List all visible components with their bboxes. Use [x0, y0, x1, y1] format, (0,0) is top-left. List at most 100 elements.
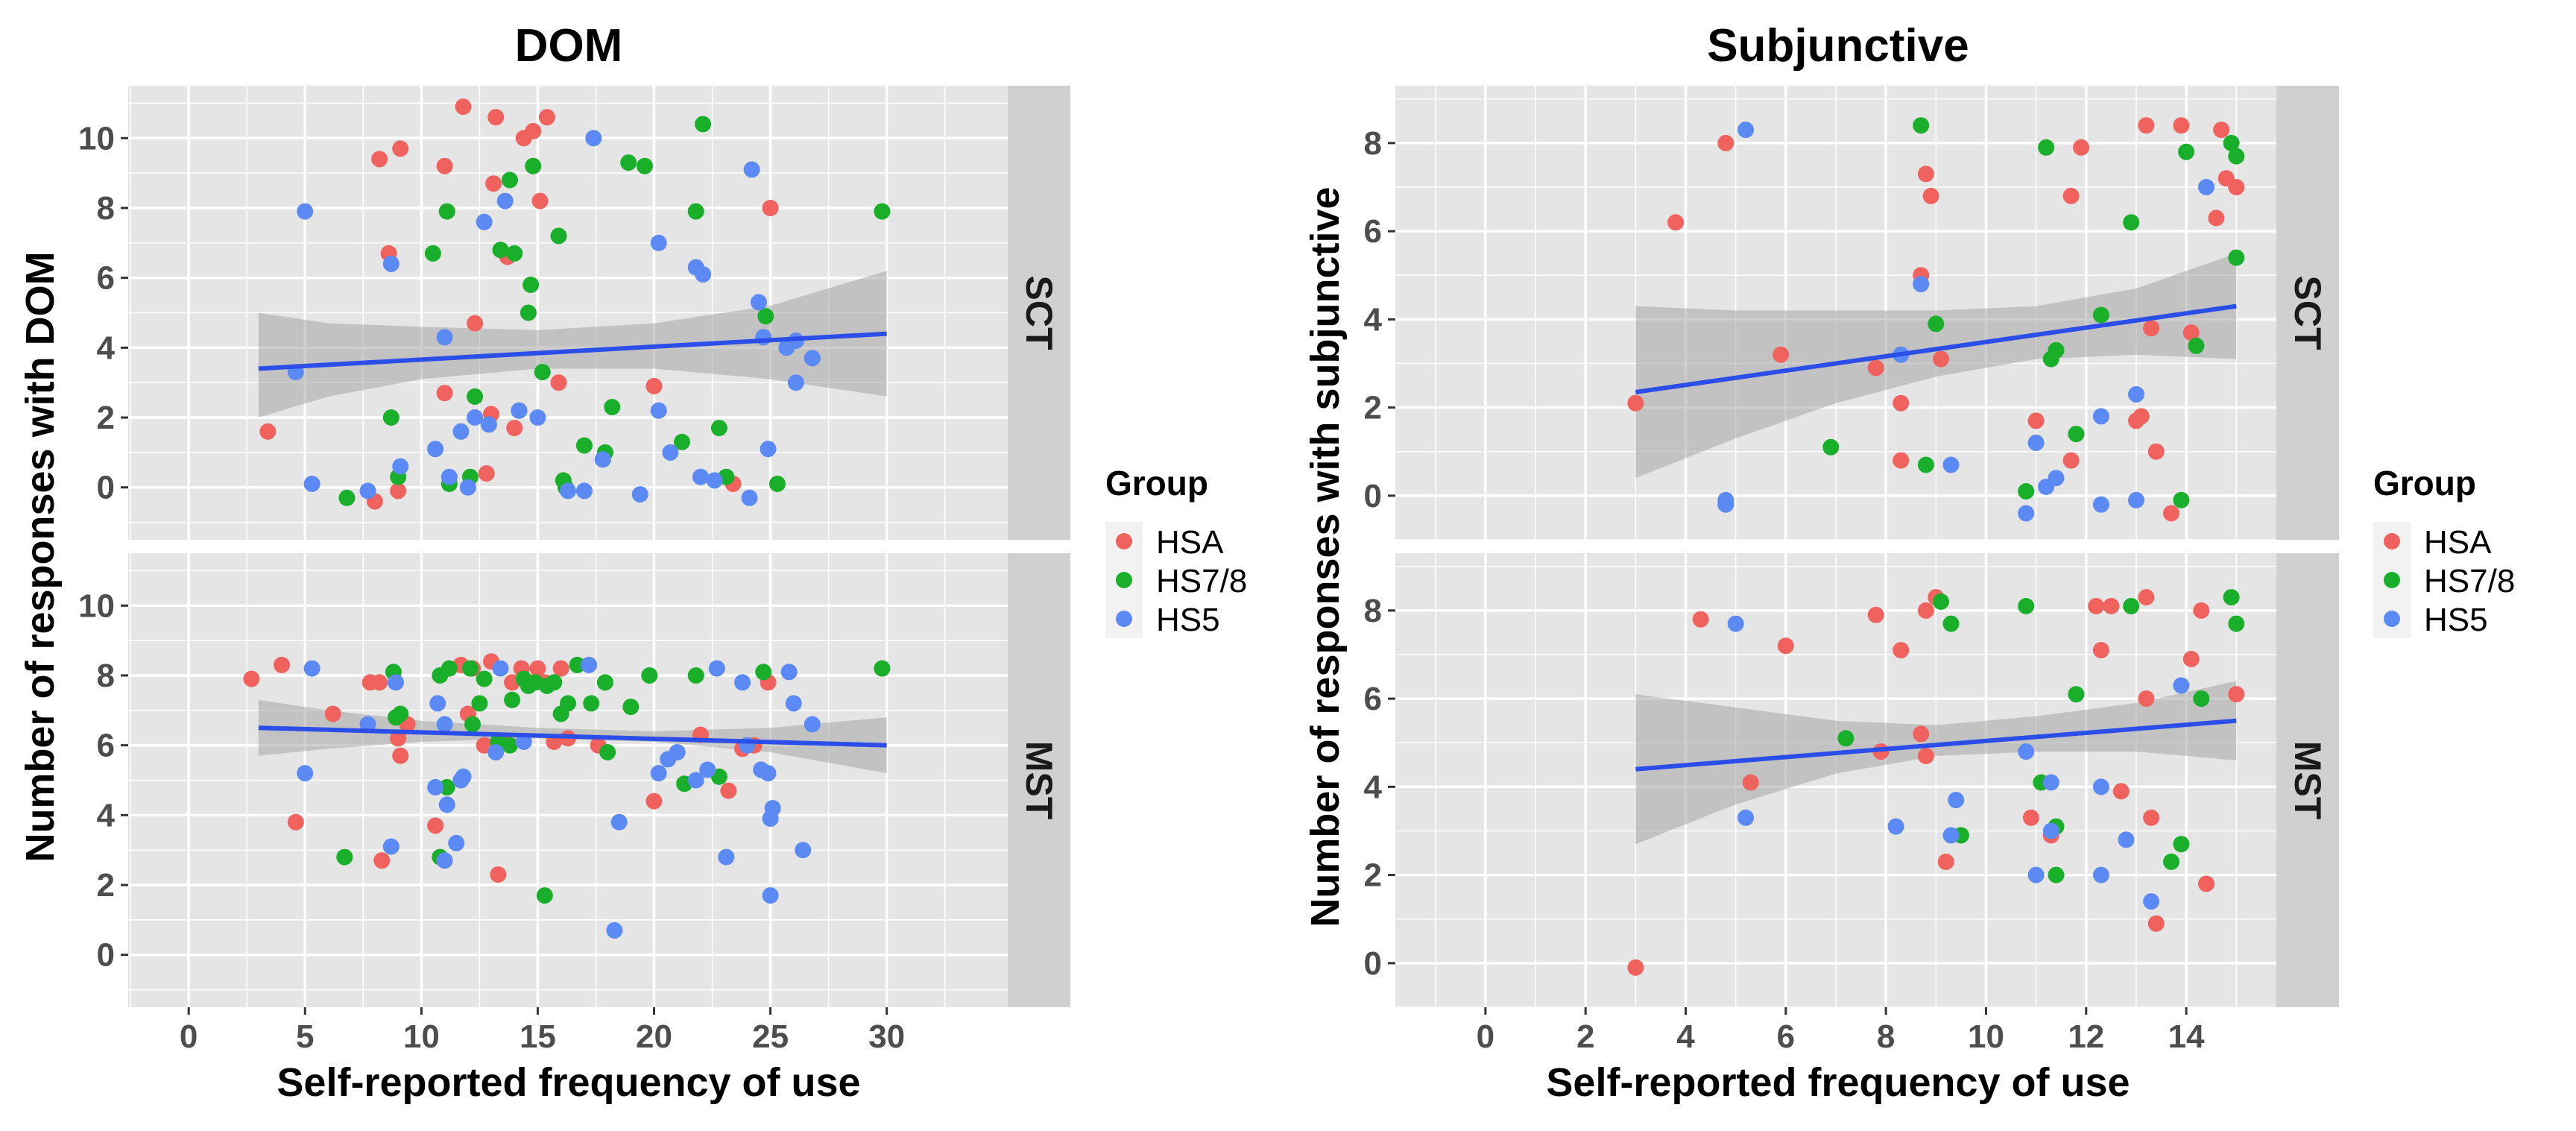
subjunctive-sct-point-hs5	[1737, 122, 1755, 139]
dom-legend-title: Group	[1105, 464, 1208, 503]
subjunctive-mst-point-hs7-8	[2048, 866, 2065, 883]
subjunctive-x-ticks: 0 2 4 6 8 10 12 14	[1477, 1007, 2205, 1055]
dom-mst-point-hs5	[699, 761, 716, 778]
subjunctive-mst-point-hsa	[1917, 602, 1934, 619]
dom-mst-point-hs5	[610, 813, 628, 831]
subjunctive-mst-point-hsa	[2147, 915, 2165, 932]
dom-mst-point-hs5	[448, 834, 465, 851]
dom-sct-point-hs7-8	[502, 171, 518, 189]
dom-sct-y-tick-label: 2	[97, 400, 115, 436]
dom-sct-point-hs7-8	[687, 203, 704, 220]
dom-sct-regression-line	[258, 331, 887, 371]
subjunctive-sct-point-hs7-8	[1822, 438, 1840, 456]
subjunctive-sct-point-hsa	[1917, 166, 1934, 183]
subjunctive-sct-point-hsa	[1892, 394, 1910, 412]
subjunctive-sct-point-hs7-8	[2188, 337, 2205, 354]
subjunctive-sct-point-hs7-8	[2038, 139, 2055, 156]
subjunctive-sct-point-hs7-8	[2223, 134, 2240, 151]
dom-mst-point-hs7-8	[536, 887, 553, 904]
subjunctive-sct-point-hsa	[1922, 187, 1939, 204]
subjunctive-mst-point-hsa	[2112, 783, 2130, 800]
subjunctive-sct-point-hs7-8	[2018, 483, 2035, 500]
subjunctive-mst-point-hsa	[1867, 606, 1884, 623]
dom-sct-point-hs5	[297, 203, 314, 220]
dom-sct-point-hsa	[436, 385, 453, 402]
subjunctive-mst-point-hs5	[2118, 831, 2135, 848]
subjunctive-mst-point-hs7-8	[1942, 615, 1960, 632]
dom-sct-y-ticks: 0 2 4 6 8 10	[78, 120, 128, 506]
dom-mst-point-hs7-8	[641, 667, 658, 684]
dom-x-tick-label: 0	[180, 1018, 198, 1055]
subjunctive-mst-point-hsa	[2193, 602, 2210, 619]
dom-mst-point-hs5	[650, 765, 667, 782]
dom-sct-point-hs7-8	[695, 116, 712, 133]
subjunctive-legend-title: Group	[2373, 464, 2476, 503]
dom-mst-point-hs5	[303, 660, 321, 677]
subjunctive-sct-point-hsa	[1717, 134, 1734, 151]
subjunctive-sct-regression-line	[1635, 303, 2237, 394]
dom-mst-point-hs5	[455, 768, 472, 785]
dom-mst-point-hs7-8	[461, 660, 479, 677]
dom-mst-point-hs5	[795, 842, 812, 859]
subjunctive-sct-point-hs5	[1942, 456, 1960, 473]
dom-mst-point-hsa	[529, 660, 546, 677]
subjunctive-mst-point-hs5	[2042, 822, 2059, 839]
subjunctive-sct-y-ticks: 0 2 4 6 8	[1364, 125, 1395, 514]
dom-sct-point-hsa	[392, 140, 409, 157]
dom-sct-point-hs7-8	[710, 420, 727, 437]
dom-sct-fit-line	[258, 331, 887, 371]
dom-mst-point-hsa	[427, 817, 444, 834]
dom-sct-point-hs5	[706, 472, 723, 489]
subjunctive-sct-point-hs5	[2048, 470, 2065, 487]
dom-sct-point-hs5	[511, 402, 528, 419]
dom-mst-point-hs5	[515, 734, 532, 750]
dom-mst-point-hsa	[720, 782, 737, 799]
subjunctive-sct-point-hsa	[2073, 139, 2090, 156]
subjunctive-mst-point-hs7-8	[2193, 690, 2210, 708]
subjunctive-sct-point-hsa	[2027, 412, 2045, 429]
subjunctive-sct-point-hs5	[2198, 179, 2214, 195]
dom-sct-point-hs5	[692, 468, 709, 485]
dom-sct-point-hs5	[529, 409, 546, 426]
dom-sct-point-hs5	[594, 451, 611, 468]
subjunctive-mst-fit-line	[1635, 718, 2237, 772]
subjunctive-sct-point-hsa	[1772, 346, 1790, 363]
subjunctive-sct-fit-line	[1635, 303, 2237, 394]
subjunctive-sct-point-hsa	[2138, 117, 2155, 134]
dom-sct-point-hs7-8	[506, 245, 523, 262]
dom-mst-point-hs5	[760, 765, 777, 782]
subjunctive-sct-point-hs5	[2128, 385, 2144, 403]
subjunctive-x-axis-title: Self-reported frequency of use	[1546, 1060, 2130, 1105]
dom-sct-point-hs5	[476, 213, 493, 230]
dom-mst-points	[243, 653, 891, 939]
dom-sct-point-hs5	[459, 479, 476, 496]
dom-mst-point-hs5	[427, 778, 444, 796]
dom-mst-y-tick-label: 0	[97, 937, 115, 974]
subjunctive-sct-point-hs5	[2128, 491, 2144, 508]
subjunctive-sct-point-hs7-8	[2123, 214, 2140, 231]
dom-sct-point-hs5	[392, 458, 409, 475]
dom-mst-point-hs5	[708, 660, 725, 677]
dom-sct-point-hs7-8	[520, 304, 537, 321]
subjunctive-sct-confidence-band	[1635, 253, 2237, 479]
dom-mst-point-hs7-8	[476, 670, 493, 687]
dom-sct-point-hs7-8	[637, 157, 653, 174]
dom-mst-point-hsa	[371, 674, 388, 691]
subjunctive-mst-point-hs5	[2092, 778, 2109, 796]
dom-sct-point-hsa	[645, 377, 663, 394]
dom-sct-point-hs7-8	[492, 242, 509, 259]
dom-sct-point-hsa	[531, 192, 549, 209]
dom-sct-point-hs5	[695, 266, 712, 283]
subjunctive-facet-mst: MST 0 2 4 6 8	[1364, 553, 2339, 1008]
dom-sct-point-hs5	[787, 374, 804, 391]
subjunctive-mst-confidence-band	[1635, 681, 2237, 845]
subjunctive-mst-point-hs7-8	[2123, 598, 2140, 614]
dom-sct-point-hs5	[452, 423, 470, 440]
subjunctive-sct-point-hsa	[2062, 187, 2080, 204]
dom-mst-point-hsa	[552, 660, 569, 677]
dom-sct-strip-label: SCT	[1018, 276, 1060, 350]
subjunctive-mst-point-hs7-8	[1933, 593, 1949, 610]
dom-sct-point-hs5	[359, 482, 376, 500]
